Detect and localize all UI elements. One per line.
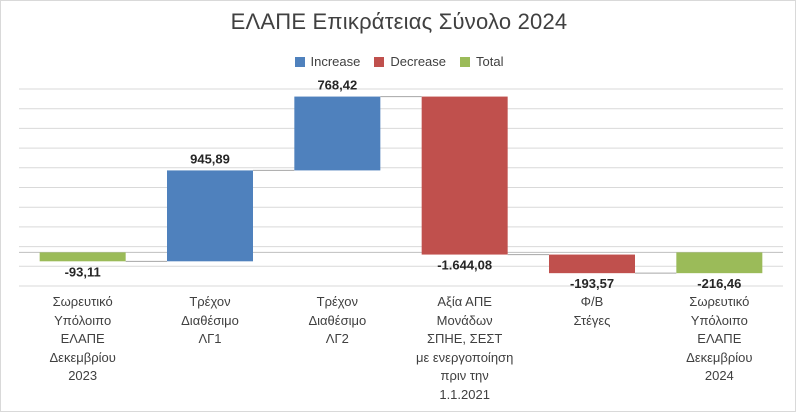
legend-label-decrease: Decrease bbox=[390, 54, 447, 69]
category-label-6: Σωρευτικό Υπόλοιπο ΕΛΑΠΕ Δεκεμβρίου 2024 bbox=[686, 294, 753, 384]
category-label-3: Τρέχον Διαθέσιμο ΛΓ2 bbox=[308, 294, 367, 347]
legend-item-total: Total bbox=[460, 54, 503, 69]
chart-title: ΕΛΑΠΕ Επικράτειας Σύνολο 2024 bbox=[230, 9, 568, 34]
bar-6 bbox=[676, 252, 763, 274]
legend-item-decrease: Decrease bbox=[374, 54, 446, 69]
data-label-4: -1.644,08 bbox=[437, 258, 492, 273]
category-label-5: Φ/Β Στέγες bbox=[573, 294, 611, 328]
legend-item-increase: Increase bbox=[294, 54, 361, 69]
legend-swatch-decrease bbox=[374, 56, 385, 67]
bar-2 bbox=[167, 170, 253, 262]
category-label-2: Τρέχον Διαθέσιμο ΛΓ1 bbox=[181, 294, 239, 347]
legend-label-increase: Increase bbox=[310, 54, 361, 69]
data-label-1: -93,11 bbox=[65, 264, 101, 279]
legend: Increase Decrease Total bbox=[1, 54, 797, 69]
legend-label-total: Total bbox=[476, 54, 504, 69]
bar-1 bbox=[39, 252, 126, 262]
legend-swatch-total bbox=[460, 56, 471, 67]
data-label-5: -193,57 bbox=[570, 276, 614, 291]
data-label-3: 768,42 bbox=[317, 78, 357, 93]
bar-4 bbox=[421, 96, 508, 255]
data-label-2: 945,89 bbox=[190, 151, 230, 166]
data-label-6: -216,46 bbox=[697, 276, 741, 291]
bar-3 bbox=[294, 96, 381, 171]
category-label-1: Σωρευτικό Υπόλοιπο ΕΛΑΠΕ Δεκεμβρίου 2023 bbox=[49, 294, 116, 384]
category-label-4: Αξία ΑΠΕ Μονάδων ΣΠΗΕ, ΣΕΣΤ με ενεργοποί… bbox=[415, 294, 514, 402]
bar-5 bbox=[549, 254, 635, 274]
legend-swatch-increase bbox=[294, 56, 305, 67]
